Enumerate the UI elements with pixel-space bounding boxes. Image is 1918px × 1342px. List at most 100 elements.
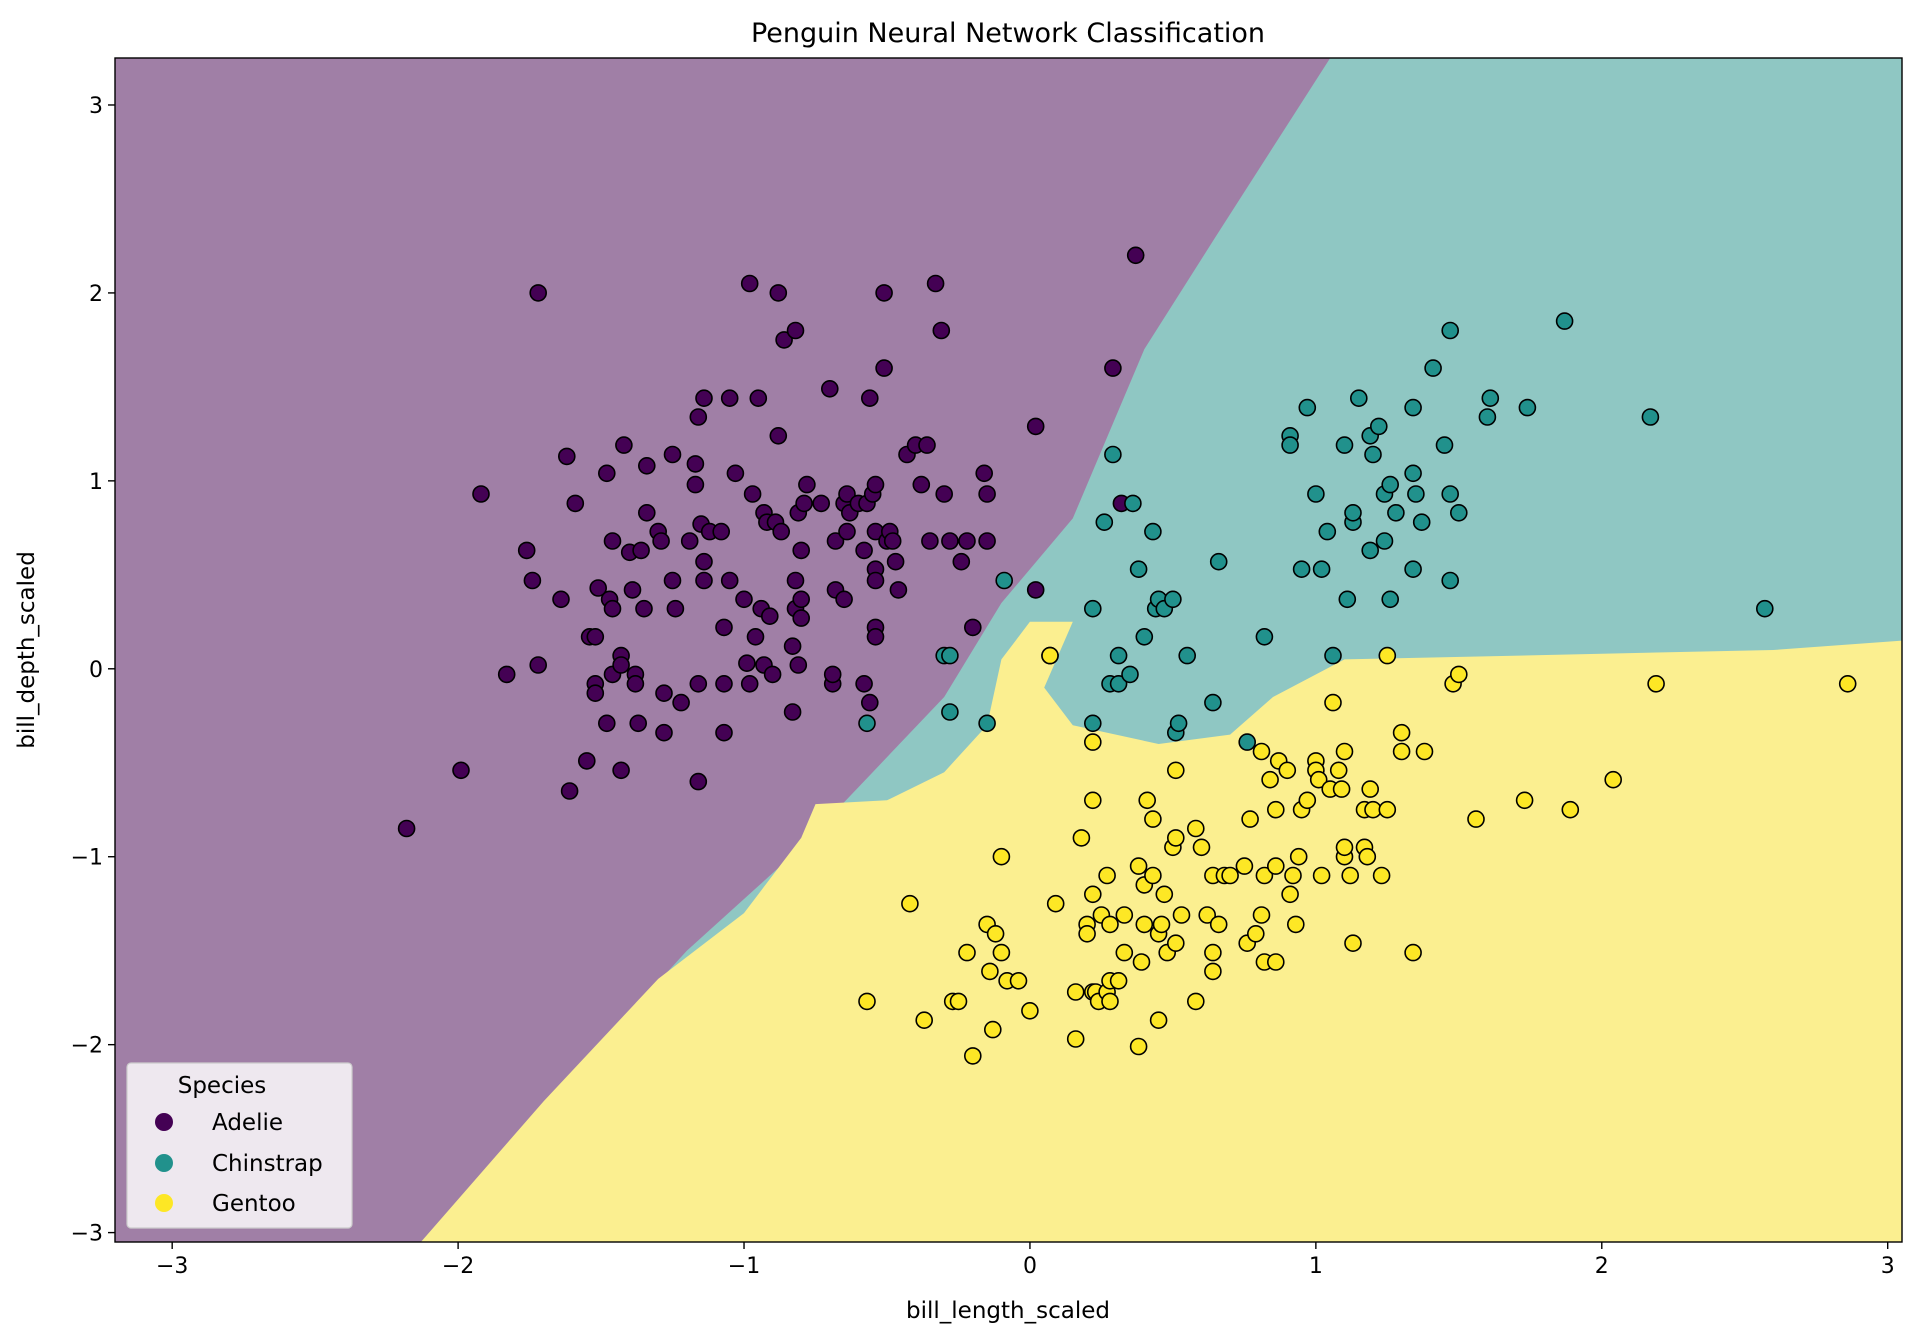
- point-adelie: [612, 761, 630, 780]
- point-adelie: [577, 752, 596, 770]
- point-adelie: [740, 674, 759, 693]
- point-adelie: [740, 274, 759, 293]
- point-adelie: [812, 494, 831, 513]
- point-adelie: [735, 590, 753, 609]
- point-adelie: [935, 485, 954, 503]
- point-adelie: [689, 674, 708, 693]
- point-gentoo: [1289, 847, 1308, 866]
- point-gentoo: [1252, 906, 1271, 924]
- point-gentoo: [1115, 906, 1134, 924]
- point-chinstrap: [1361, 541, 1379, 560]
- point-gentoo: [901, 894, 919, 913]
- point-gentoo: [1101, 915, 1119, 934]
- point-adelie: [497, 665, 516, 684]
- point-adelie: [715, 618, 733, 637]
- point-gentoo: [1046, 894, 1065, 913]
- point-gentoo: [1329, 761, 1348, 780]
- point-chinstrap: [1124, 494, 1142, 513]
- point-gentoo: [1084, 791, 1102, 810]
- point-adelie: [695, 571, 713, 590]
- point-adelie: [838, 485, 856, 503]
- point-chinstrap: [978, 714, 996, 733]
- point-adelie: [655, 684, 673, 703]
- point-adelie: [769, 284, 788, 302]
- point-adelie: [597, 714, 616, 733]
- point-gentoo: [1172, 906, 1191, 924]
- point-gentoo: [1267, 953, 1285, 971]
- legend-marker-chinstrap: [155, 1154, 173, 1172]
- point-chinstrap: [1407, 485, 1425, 503]
- point-gentoo: [1135, 915, 1154, 934]
- point-gentoo: [1149, 1011, 1168, 1030]
- point-gentoo: [1138, 791, 1156, 810]
- point-gentoo: [1109, 971, 1128, 990]
- point-adelie: [603, 599, 622, 618]
- plot-frame: [114, 57, 1903, 1243]
- point-chinstrap: [1084, 599, 1102, 618]
- point-chinstrap: [1312, 560, 1331, 579]
- point-gentoo: [1404, 943, 1422, 962]
- point-adelie: [760, 607, 779, 626]
- point-adelie: [783, 703, 802, 721]
- point-adelie: [712, 522, 731, 541]
- x-tick-label: 0: [1023, 1254, 1037, 1279]
- point-gentoo: [1144, 866, 1162, 885]
- point-chinstrap: [1441, 485, 1459, 503]
- point-adelie: [597, 464, 616, 483]
- point-adelie: [786, 321, 805, 340]
- point-gentoo: [1284, 866, 1302, 885]
- point-chinstrap: [1404, 398, 1422, 417]
- point-adelie: [603, 532, 622, 550]
- point-chinstrap: [1204, 693, 1222, 712]
- point-chinstrap: [1238, 733, 1256, 751]
- point-adelie: [838, 522, 856, 541]
- point-gentoo: [1341, 866, 1359, 885]
- point-adelie: [726, 464, 745, 483]
- point-gentoo: [1255, 866, 1274, 885]
- point-gentoo: [1515, 791, 1534, 810]
- point-gentoo: [1247, 924, 1265, 943]
- x-tick-label: 2: [1595, 1254, 1609, 1279]
- point-adelie: [860, 389, 879, 408]
- point-adelie: [1026, 417, 1045, 436]
- point-gentoo: [1372, 866, 1391, 885]
- point-adelie: [632, 541, 650, 560]
- point-adelie: [1104, 359, 1122, 377]
- point-chinstrap: [1335, 436, 1354, 454]
- point-gentoo: [1392, 742, 1411, 761]
- point-gentoo: [1187, 819, 1205, 838]
- point-gentoo: [1647, 674, 1665, 693]
- x-tick-label: 1: [1309, 1254, 1323, 1279]
- point-chinstrap: [1095, 513, 1114, 532]
- point-chinstrap: [1144, 522, 1162, 541]
- point-adelie: [529, 656, 548, 674]
- point-chinstrap: [858, 714, 876, 733]
- point-chinstrap: [1307, 485, 1325, 503]
- point-gentoo: [1335, 838, 1354, 857]
- point-adelie: [720, 571, 739, 590]
- point-adelie: [769, 426, 788, 445]
- point-gentoo: [915, 1011, 934, 1030]
- point-adelie: [689, 772, 708, 791]
- point-adelie: [615, 436, 633, 454]
- legend-box: [126, 1062, 353, 1229]
- point-adelie: [798, 475, 816, 494]
- point-adelie: [835, 590, 853, 609]
- point-adelie: [623, 581, 642, 599]
- point-adelie: [666, 599, 685, 618]
- point-chinstrap: [1518, 398, 1537, 417]
- point-adelie: [860, 693, 879, 712]
- point-gentoo: [1261, 770, 1279, 789]
- point-adelie: [560, 782, 579, 800]
- point-gentoo: [858, 992, 876, 1011]
- data-points: [397, 246, 1857, 1065]
- point-gentoo: [1167, 829, 1185, 847]
- point-gentoo: [1298, 791, 1317, 810]
- point-chinstrap: [1381, 475, 1399, 494]
- point-chinstrap: [1135, 627, 1154, 646]
- x-axis-ticks: −3 −2 −1 0 1 2 3: [156, 1242, 1895, 1279]
- legend-label-adelie: Adelie: [212, 1110, 283, 1136]
- point-chinstrap: [1324, 646, 1342, 665]
- point-adelie: [655, 723, 673, 742]
